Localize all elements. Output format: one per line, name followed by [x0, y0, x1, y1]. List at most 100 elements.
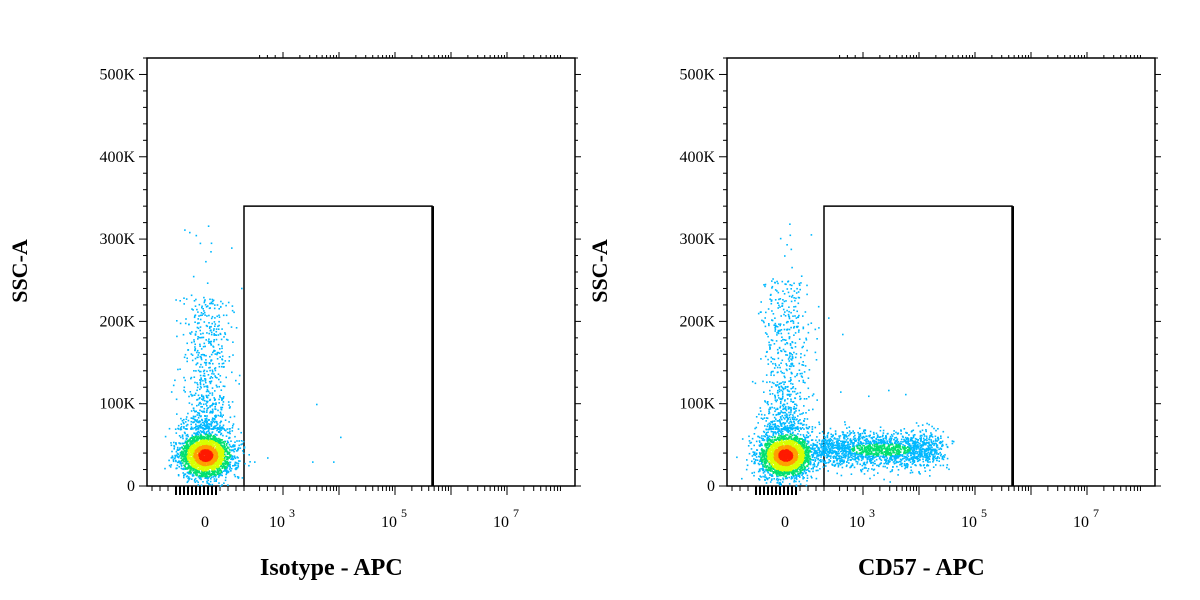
event-dot — [229, 470, 232, 472]
event-dot — [799, 372, 802, 375]
event-dot — [231, 247, 233, 249]
event-dot — [220, 439, 222, 441]
event-dot — [204, 466, 206, 469]
event-dot — [187, 419, 190, 422]
event-dot — [215, 384, 218, 387]
event-dot — [190, 423, 192, 426]
event-dot — [903, 463, 906, 465]
event-dot — [821, 430, 824, 433]
event-dot — [204, 314, 206, 316]
event-dot — [216, 434, 218, 436]
event-dot — [211, 437, 214, 440]
event-dot — [787, 358, 790, 360]
event-dot — [784, 386, 787, 388]
event-dot — [782, 408, 784, 411]
event-dot — [219, 394, 221, 397]
event-dot — [225, 476, 227, 479]
event-dot — [183, 389, 185, 392]
event-dot — [198, 397, 201, 400]
event-dot — [209, 326, 211, 328]
event-dot — [208, 436, 210, 438]
event-dot — [221, 416, 223, 418]
event-dot — [780, 329, 783, 331]
event-dot — [196, 472, 198, 474]
event-dot — [900, 433, 902, 435]
event-dot — [199, 370, 201, 373]
event-dot — [212, 435, 214, 438]
event-dot — [787, 313, 790, 316]
event-dot — [786, 419, 789, 421]
event-dot — [189, 391, 192, 393]
event-dot — [890, 433, 893, 436]
event-dot — [805, 424, 808, 426]
event-dot — [779, 483, 782, 485]
event-dot — [178, 460, 180, 462]
event-dot — [208, 423, 210, 425]
event-dot — [762, 380, 764, 383]
event-dot — [812, 393, 815, 395]
event-dot — [771, 478, 773, 480]
event-dot — [229, 454, 231, 457]
event-dot — [204, 428, 206, 431]
event-dot — [226, 449, 228, 452]
event-dot — [197, 484, 200, 486]
event-dot — [789, 343, 792, 345]
event-dot — [181, 434, 184, 436]
event-dot — [796, 287, 798, 290]
event-dot — [203, 438, 205, 440]
event-dot — [214, 475, 217, 478]
event-dot — [786, 402, 789, 405]
event-dot — [198, 432, 201, 434]
y-tick-label: 200K — [99, 313, 135, 330]
event-dot — [191, 359, 194, 362]
gate-rectangle[interactable] — [243, 205, 434, 486]
event-dot — [877, 435, 879, 437]
event-dot — [768, 323, 770, 325]
event-dot — [791, 341, 793, 343]
event-dot — [795, 292, 798, 294]
event-dot — [912, 429, 915, 432]
event-dot — [219, 356, 221, 358]
event-dot — [768, 410, 770, 412]
event-dot — [883, 462, 885, 465]
event-dot — [946, 466, 948, 469]
event-dot — [185, 459, 187, 462]
gate-rectangle[interactable] — [823, 205, 1014, 486]
event-dot — [194, 450, 197, 453]
event-dot — [207, 437, 209, 439]
event-dot — [781, 404, 784, 407]
event-dot — [223, 366, 225, 368]
plot-panel-isotype: 0 100K 200K 300K 400K 500K 0 10 3 10 5 10 7 SSC-A Is… — [7, 52, 581, 581]
event-dot — [782, 405, 785, 408]
event-dot — [922, 437, 925, 440]
event-dot — [185, 451, 188, 454]
event-dot — [802, 364, 805, 366]
event-dot — [792, 423, 795, 426]
event-dot — [193, 394, 196, 396]
event-dot — [781, 428, 784, 430]
event-dot — [780, 417, 782, 419]
event-dot — [210, 454, 213, 457]
event-dot — [171, 455, 174, 457]
event-dot — [234, 461, 237, 464]
event-dot — [199, 326, 202, 328]
event-dot — [197, 438, 199, 440]
event-dot — [784, 425, 786, 428]
event-dot — [179, 447, 181, 449]
event-dot — [810, 234, 813, 236]
event-dot — [237, 465, 240, 468]
event-dot — [206, 420, 209, 423]
event-dot — [777, 371, 779, 373]
event-dot — [805, 436, 808, 439]
event-dot — [211, 369, 214, 372]
event-dot — [914, 434, 916, 436]
event-dot — [194, 478, 196, 481]
event-dot — [780, 398, 783, 401]
event-dot — [227, 447, 230, 449]
event-dot — [205, 452, 207, 455]
event-dot — [765, 482, 768, 484]
event-dot — [837, 464, 840, 466]
event-dot — [786, 309, 788, 312]
event-dot — [173, 441, 175, 444]
